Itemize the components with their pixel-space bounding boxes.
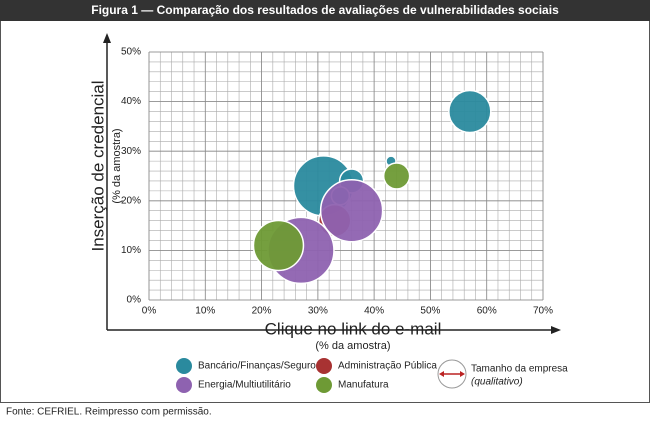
y-tick-label: 30% xyxy=(121,146,141,157)
arrow-head xyxy=(551,326,561,334)
y-axis-sublabel: (% da amostra) xyxy=(111,128,123,203)
legend-swatch xyxy=(176,377,192,393)
x-axis-sublabel: (% da amostra) xyxy=(315,340,390,352)
legend-label: Energia/Multiutilitário xyxy=(198,380,291,391)
x-tick-label: 40% xyxy=(364,306,384,317)
x-tick-label: 30% xyxy=(308,306,328,317)
x-tick-label: 50% xyxy=(420,306,440,317)
arrow-head xyxy=(439,371,444,377)
x-tick-label: 20% xyxy=(252,306,272,317)
x-tick-label: 0% xyxy=(142,306,157,317)
x-tick-label: 70% xyxy=(533,306,553,317)
x-axis-label: Clique no link do e-mail xyxy=(265,319,442,338)
y-axis-label: Inserção de credencial xyxy=(88,80,107,251)
x-tick-label: 10% xyxy=(195,306,215,317)
size-legend-note: (qualitativo) xyxy=(471,377,523,388)
chart-title: Figura 1 — Comparação dos resultados de … xyxy=(91,3,559,17)
y-tick-label: 40% xyxy=(121,96,141,107)
legend-swatch xyxy=(316,358,332,374)
legend-swatch xyxy=(176,358,192,374)
title-bar xyxy=(0,0,650,21)
size-legend-label: Tamanho da empresa xyxy=(471,364,568,375)
arrow-head xyxy=(103,33,111,43)
legend-label: Bancário/Finanças/Seguros xyxy=(198,361,321,372)
bubble xyxy=(382,162,411,190)
legend-label: Administração Pública xyxy=(338,361,437,372)
bubble xyxy=(448,89,492,134)
y-tick-label: 10% xyxy=(121,245,141,256)
arrow-head xyxy=(460,371,465,377)
y-tick-label: 20% xyxy=(121,195,141,206)
bubble xyxy=(319,178,384,243)
bubble xyxy=(252,219,305,272)
source-note: Fonte: CEFRIEL. Reimpresso com permissão… xyxy=(6,407,212,418)
legend-label: Manufatura xyxy=(338,380,389,391)
x-tick-label: 60% xyxy=(477,306,497,317)
legend-swatch xyxy=(316,377,332,393)
y-tick-label: 0% xyxy=(127,295,142,306)
y-tick-label: 50% xyxy=(121,47,141,58)
